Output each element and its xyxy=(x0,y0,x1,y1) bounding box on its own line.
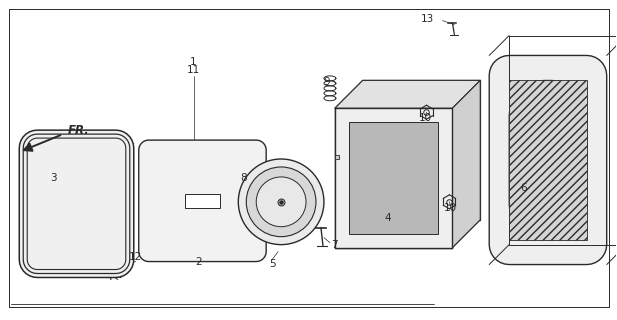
Bar xyxy=(509,80,587,240)
Text: 4: 4 xyxy=(384,213,391,223)
Polygon shape xyxy=(19,130,134,277)
Text: 3: 3 xyxy=(50,173,56,183)
Text: FR.: FR. xyxy=(68,124,90,137)
Bar xyxy=(184,194,220,208)
Polygon shape xyxy=(452,80,480,248)
Polygon shape xyxy=(509,80,587,240)
Bar xyxy=(349,122,439,234)
Text: 1: 1 xyxy=(190,57,197,68)
Text: 5: 5 xyxy=(269,259,275,268)
Ellipse shape xyxy=(238,159,324,244)
Polygon shape xyxy=(489,55,607,265)
Text: 11: 11 xyxy=(187,65,200,76)
Polygon shape xyxy=(139,140,266,261)
Polygon shape xyxy=(335,80,480,108)
Ellipse shape xyxy=(246,167,316,237)
Ellipse shape xyxy=(256,177,306,227)
Polygon shape xyxy=(335,108,452,248)
Text: 12: 12 xyxy=(129,252,143,261)
Text: 9: 9 xyxy=(323,77,330,87)
Text: 10: 10 xyxy=(419,113,432,123)
Text: 8: 8 xyxy=(240,173,247,183)
Text: 6: 6 xyxy=(520,183,526,193)
Text: 2: 2 xyxy=(195,257,202,267)
Text: 13: 13 xyxy=(421,14,434,24)
Text: 7: 7 xyxy=(331,240,338,250)
Text: 10: 10 xyxy=(444,203,457,213)
